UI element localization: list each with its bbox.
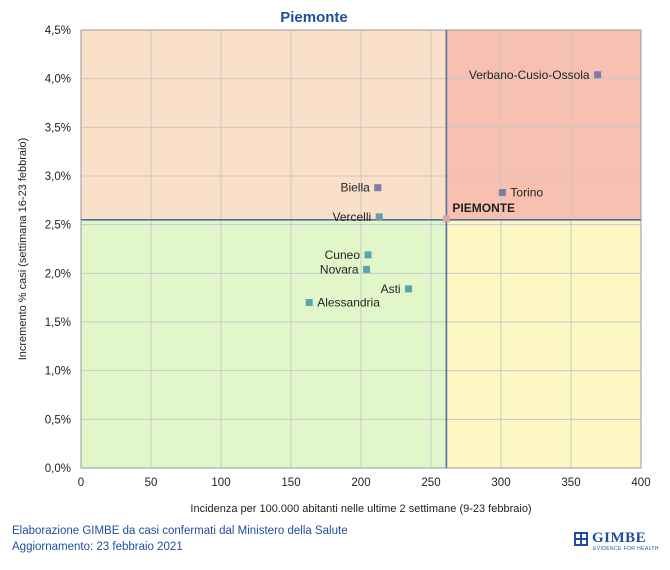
data-point-label: Asti xyxy=(381,282,401,296)
y-tick-label: 1,0% xyxy=(45,366,71,378)
x-tick-label: 250 xyxy=(421,477,440,489)
quadrant-top-right xyxy=(446,30,641,220)
data-point xyxy=(364,251,372,259)
quadrant-bottom-right xyxy=(446,219,641,468)
y-axis-label: Incremento % casi (settimana 16-23 febbr… xyxy=(17,138,29,361)
quadrant-top-left xyxy=(81,30,447,220)
x-tick-label: 50 xyxy=(145,477,158,489)
gimbe-logo-text: GIMBE xyxy=(592,530,647,546)
data-point xyxy=(305,299,313,307)
y-axis-ticks: 0,0% 0,5% 1,0% 1,5% 2,0% 2,5% 3,0% 3,5% 4,0% 4,5% xyxy=(45,25,71,475)
scatter-chart: Piemonte Verbano-Cusio-Ossola Torino Biell… xyxy=(17,9,651,515)
y-tick-label: 1,5% xyxy=(45,317,71,329)
y-tick-label: 3,5% xyxy=(45,122,71,134)
y-tick-label: 2,0% xyxy=(45,268,71,280)
y-tick-label: 4,5% xyxy=(45,25,71,37)
x-axis-label: Incidenza per 100.000 abitanti nelle ult… xyxy=(190,503,531,515)
data-point xyxy=(374,184,382,192)
x-tick-label: 300 xyxy=(491,477,510,489)
data-point xyxy=(594,71,602,79)
data-point-label: Verbano-Cusio-Ossola xyxy=(469,68,590,82)
x-axis-ticks: 0 50 100 150 200 250 300 350 400 xyxy=(78,477,651,489)
y-tick-label: 2,5% xyxy=(45,220,71,232)
x-tick-label: 100 xyxy=(211,477,230,489)
footer-source: Elaborazione GIMBE da casi confermati da… xyxy=(12,525,348,537)
data-point xyxy=(405,285,413,293)
data-point xyxy=(363,265,371,273)
data-point-label: Biella xyxy=(340,181,370,195)
data-point-label: Vercelli xyxy=(333,210,372,224)
data-point xyxy=(498,189,506,197)
x-tick-label: 350 xyxy=(561,477,580,489)
reference-lines xyxy=(81,30,641,468)
data-point-label: Torino xyxy=(510,186,543,200)
data-points: Verbano-Cusio-Ossola Torino Biella Vercelli… xyxy=(305,68,602,310)
chart-title: Piemonte xyxy=(280,9,348,26)
y-tick-label: 0,5% xyxy=(45,414,71,426)
data-point-label: PIEMONTE xyxy=(452,201,515,215)
gimbe-logo-subtitle: EVIDENCE FOR HEALTH xyxy=(593,546,659,552)
data-point-label: Cuneo xyxy=(325,248,361,262)
plot-border xyxy=(80,29,642,469)
data-point-label: Alessandria xyxy=(317,296,380,310)
quadrant-backgrounds xyxy=(81,30,641,468)
y-tick-label: 0,0% xyxy=(45,463,71,475)
footer-updated: Aggiornamento: 23 febbraio 2021 xyxy=(12,541,183,553)
x-tick-label: 200 xyxy=(351,477,370,489)
x-tick-label: 0 xyxy=(78,477,84,489)
y-tick-label: 3,0% xyxy=(45,171,71,183)
y-tick-label: 4,0% xyxy=(45,74,71,86)
x-tick-label: 150 xyxy=(281,477,300,489)
data-point xyxy=(375,213,383,221)
grid-lines xyxy=(80,29,642,469)
gimbe-logo-icon xyxy=(574,532,588,546)
data-point xyxy=(442,215,450,223)
x-tick-label: 400 xyxy=(631,477,650,489)
quadrant-bottom-left xyxy=(81,219,447,468)
gimbe-logo: GIMBE EVIDENCE FOR HEALTH xyxy=(572,530,662,554)
data-point-label: Novara xyxy=(320,262,359,276)
